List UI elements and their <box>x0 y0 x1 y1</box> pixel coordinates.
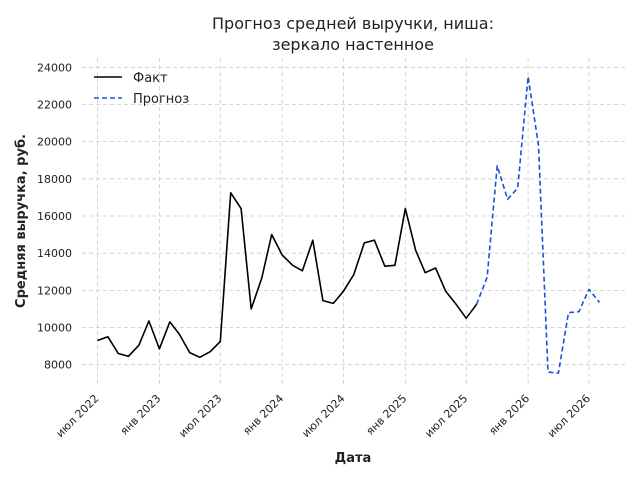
x-tick-label: июл 2025 <box>422 392 470 440</box>
data-point <box>209 350 211 352</box>
y-tick-label: 14000 <box>37 247 72 260</box>
data-point <box>117 352 119 354</box>
data-point <box>404 207 406 209</box>
data-point <box>271 233 273 235</box>
data-point <box>158 348 160 350</box>
x-tick-label: янв 2023 <box>118 392 164 438</box>
data-point <box>578 311 580 313</box>
data-point <box>465 317 467 319</box>
data-point <box>527 75 529 77</box>
y-tick-label: 8000 <box>44 359 72 372</box>
data-point <box>415 249 417 251</box>
data-point <box>188 351 190 353</box>
legend-label-forecast: Прогноз <box>133 92 189 107</box>
y-tick-label: 20000 <box>37 136 72 149</box>
x-tick-label: янв 2024 <box>240 392 286 438</box>
data-point <box>96 339 98 341</box>
chart-title-line-2: зеркало настенное <box>272 35 434 54</box>
data-point <box>332 302 334 304</box>
data-point <box>127 355 129 357</box>
y-axis-ticks: 8000 10000 12000 14000 16000 18000 20000 22000 2… <box>37 61 72 371</box>
x-tick-label: июл 2022 <box>54 392 102 440</box>
x-tick-label: июл 2023 <box>176 392 224 440</box>
data-point <box>537 144 539 146</box>
data-point <box>281 254 283 256</box>
data-point <box>342 290 344 292</box>
data-point <box>547 371 549 373</box>
data-point <box>363 242 365 244</box>
x-axis-ticks: июл 2022 янв 2023 июл 2023 янв 2024 июл 2024… <box>54 392 594 440</box>
y-axis-label: Средняя выручка, руб. <box>14 134 29 308</box>
data-point <box>219 340 221 342</box>
x-tick-label: июл 2026 <box>545 392 593 440</box>
legend-label-fact: Факт <box>133 71 168 86</box>
data-point <box>250 308 252 310</box>
x-axis-label: Дата <box>335 451 372 466</box>
data-point <box>148 320 150 322</box>
data-point <box>373 239 375 241</box>
data-point <box>353 273 355 275</box>
data-point <box>301 270 303 272</box>
data-point <box>475 303 477 305</box>
data-point <box>199 356 201 358</box>
y-tick-label: 18000 <box>37 173 72 186</box>
data-point <box>455 303 457 305</box>
data-point <box>588 288 590 290</box>
data-point <box>486 276 488 278</box>
chart-title-line-1: Прогноз средней выручки, ниша: <box>212 14 494 33</box>
data-point <box>178 333 180 335</box>
data-point <box>598 301 600 303</box>
data-point <box>260 277 262 279</box>
data-point <box>557 372 559 374</box>
x-tick-label: янв 2025 <box>364 392 410 438</box>
data-point <box>516 187 518 189</box>
series-line-forecast <box>475 75 601 374</box>
data-point <box>107 336 109 338</box>
data-point <box>444 290 446 292</box>
y-tick-label: 12000 <box>37 284 72 297</box>
data-point <box>240 207 242 209</box>
data-point <box>506 198 508 200</box>
data-point <box>424 271 426 273</box>
data-point <box>291 264 293 266</box>
x-tick-label: янв 2026 <box>486 392 532 438</box>
data-point <box>384 265 386 267</box>
series-points <box>475 75 600 374</box>
y-tick-label: 10000 <box>37 322 72 335</box>
data-point <box>567 311 569 313</box>
y-tick-label: 24000 <box>37 61 72 74</box>
series-line-fact <box>97 192 478 359</box>
y-tick-label: 22000 <box>37 98 72 111</box>
data-point <box>312 239 314 241</box>
grid <box>82 58 625 387</box>
data-point <box>394 264 396 266</box>
data-point <box>230 192 232 194</box>
data-point <box>322 299 324 301</box>
y-tick-label: 16000 <box>37 210 72 223</box>
data-point <box>138 344 140 346</box>
legend: Факт Прогноз <box>94 71 189 107</box>
x-tick-label: июл 2024 <box>299 392 347 440</box>
data-point <box>496 165 498 167</box>
data-point <box>434 267 436 269</box>
series-lines <box>96 75 601 374</box>
data-point <box>169 321 171 323</box>
